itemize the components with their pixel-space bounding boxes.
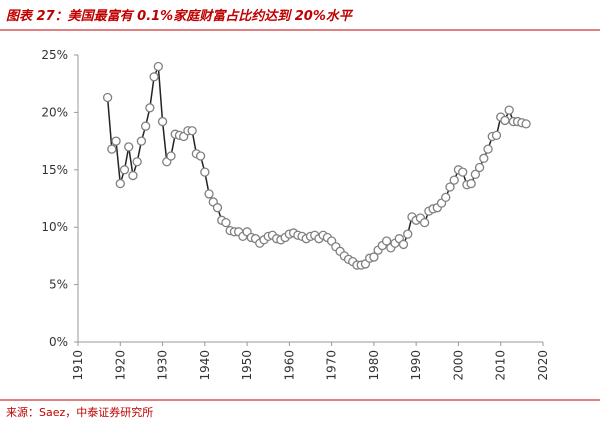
data-point [221,217,231,228]
data-point [470,169,481,180]
data-point [458,167,468,177]
data-point [466,178,476,189]
data-point [132,157,142,167]
data-point [149,72,159,82]
x-tick-label: 1980 [367,350,381,381]
data-point [419,217,430,228]
y-tick-label: 0% [49,335,68,349]
x-tick-label: 1920 [113,350,127,381]
data-point [479,153,489,163]
data-point [483,144,493,154]
x-tick-label: 2010 [494,350,508,381]
chart-title: 图表 27：美国最富有 0.1%家庭财富占比约达到 20%水平 [6,8,354,24]
data-point [398,239,409,250]
data-point [124,142,134,152]
y-tick-label: 15% [41,163,68,177]
x-tick-label: 1970 [325,350,339,381]
data-point [115,178,125,189]
x-tick-label: 2020 [536,350,550,381]
data-point [145,103,155,113]
x-tick-label: 1990 [409,350,423,381]
data-point [140,121,151,131]
x-tick-label: 1950 [240,350,254,381]
x-tick-label: 1940 [198,350,212,381]
x-tick-label: 1960 [282,350,296,381]
x-tick-label: 1930 [156,350,170,381]
data-point [381,236,392,246]
source-note: 来源：Saez，中泰证券研究所 [6,405,153,419]
data-point [403,229,413,239]
data-point [195,151,206,161]
x-tick-label: 1910 [71,350,85,381]
data-point [187,126,197,136]
y-tick-label: 5% [49,278,68,292]
data-point [204,189,214,199]
data-point [474,162,485,173]
x-tick-label: 2000 [451,350,465,381]
data-point [445,182,455,192]
y-tick-label: 25% [41,48,68,62]
data-point [102,92,113,103]
data-point [521,119,531,129]
data-point [500,115,510,126]
data-point [200,167,210,177]
data-point [212,203,223,213]
data-point [128,170,138,181]
data-point [369,252,379,262]
data-point [441,192,451,203]
data-point [157,116,168,127]
data-point [136,136,147,146]
data-point [449,175,459,185]
data-point [111,136,121,146]
data-point [504,105,514,115]
data-point [491,130,502,141]
data-point [153,61,163,72]
data-point [166,151,176,161]
y-tick-label: 10% [41,220,68,234]
data-point [107,144,117,154]
data-point [119,165,130,175]
y-tick-label: 20% [41,105,68,119]
